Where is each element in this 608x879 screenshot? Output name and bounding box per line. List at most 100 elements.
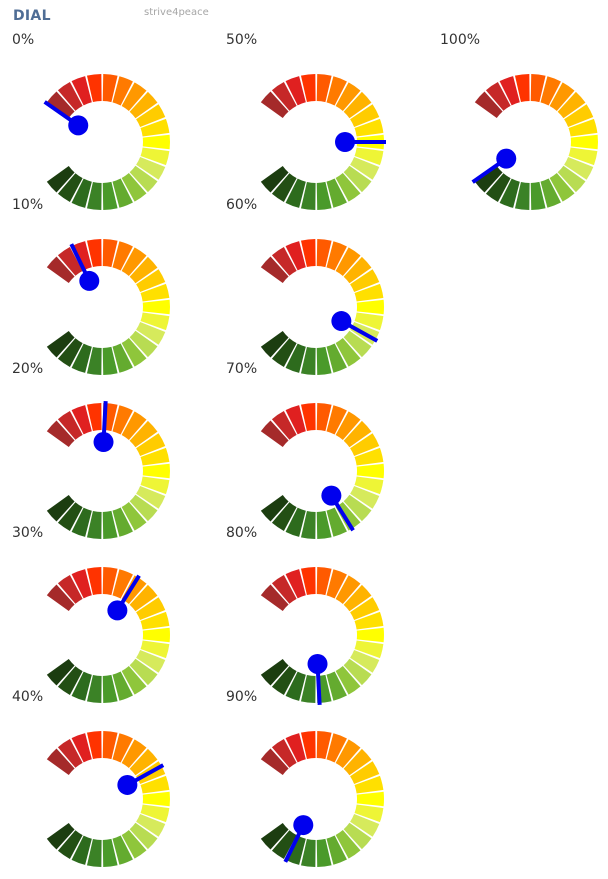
dial-segment: [136, 650, 166, 673]
dial-segment: [354, 640, 384, 659]
dial-segment: [271, 338, 297, 367]
dial-segment: [46, 658, 75, 686]
dial-gauge: [43, 74, 170, 210]
dial-segment: [350, 433, 380, 456]
dial-segment: [129, 165, 158, 193]
dial-gauge: [46, 567, 170, 703]
dial-segment: [271, 247, 297, 276]
dial-segment: [499, 178, 520, 208]
dial-gauge: [46, 731, 170, 867]
dial-segment: [57, 338, 83, 367]
dial-segment: [343, 91, 372, 119]
dial-segment: [140, 147, 170, 166]
dial-segment: [112, 507, 133, 537]
dial-segment: [71, 76, 92, 106]
dial-segment: [300, 181, 316, 210]
dial-segment: [356, 791, 384, 807]
dial-segment: [121, 411, 147, 440]
dial-segment: [350, 814, 380, 837]
dial-segment: [335, 173, 361, 202]
dial-segment: [285, 343, 306, 373]
dial-segment: [354, 476, 384, 495]
dial-segment: [343, 420, 372, 448]
dial-segment: [112, 178, 133, 208]
dial-segment: [129, 748, 158, 776]
dial-segment: [335, 338, 361, 367]
dial-segment: [71, 733, 92, 763]
dial-segment: [260, 165, 289, 193]
dial-segment: [549, 173, 575, 202]
dial-segment: [530, 181, 546, 210]
page-title: DIAL: [13, 8, 51, 24]
dial-gauge: [260, 567, 384, 706]
dial-segment: [474, 91, 503, 119]
dial-label: 100%: [440, 32, 481, 48]
dial-label: 60%: [226, 197, 258, 213]
dial-segment: [136, 433, 166, 456]
dial-segment: [86, 403, 102, 432]
dial-segment: [102, 731, 118, 760]
dial-segment: [285, 241, 306, 271]
credit-text: strive4peace: [144, 7, 209, 18]
dial-segment: [300, 403, 316, 432]
dial-segment: [354, 447, 384, 466]
dial-segment: [300, 731, 316, 760]
dial-segment: [271, 739, 297, 768]
dial-needle-hub: [79, 270, 100, 291]
dial-segment: [300, 567, 316, 596]
dial-segment: [71, 569, 92, 599]
dial-segment: [326, 178, 347, 208]
dial-segment: [71, 241, 92, 271]
dial-segment: [102, 181, 118, 210]
dial-segment: [326, 507, 347, 537]
dial-segment: [57, 575, 83, 604]
dial-segment: [326, 733, 347, 763]
dial-segment: [129, 658, 158, 686]
dial-segment: [350, 650, 380, 673]
dial-segment: [129, 330, 158, 358]
dial-segment: [102, 239, 118, 268]
dial-segment: [300, 346, 316, 375]
dial-segment: [140, 312, 170, 331]
dial-segment: [326, 405, 347, 435]
dial-segment: [57, 666, 83, 695]
dial-segment: [285, 507, 306, 537]
dial-segment: [46, 822, 75, 850]
dial-segment: [326, 241, 347, 271]
dial-segment: [136, 322, 166, 345]
dial-segment: [86, 674, 102, 703]
dial-segment: [356, 627, 384, 643]
dial-segment: [136, 157, 166, 180]
dial-segment: [316, 346, 332, 375]
dial-gauge: [260, 74, 386, 210]
dial-segment: [86, 731, 102, 760]
dial-segment: [57, 739, 83, 768]
dial-segment: [260, 420, 289, 448]
dial-segment: [46, 165, 75, 193]
dial-segment: [57, 411, 83, 440]
dial-segment: [57, 247, 83, 276]
dial-segment: [285, 671, 306, 701]
dial-segment: [285, 569, 306, 599]
dial-segment: [129, 91, 158, 119]
dial-segment: [300, 674, 316, 703]
dial-segment: [71, 178, 92, 208]
dial-segment: [260, 494, 289, 522]
dial-segment: [300, 74, 316, 103]
dial-needle-hub: [107, 600, 128, 621]
dial-label: 30%: [12, 525, 44, 541]
dial-label: 70%: [226, 361, 258, 377]
dial-segment: [129, 420, 158, 448]
dial-segment: [564, 157, 594, 180]
dial-segment: [316, 181, 332, 210]
dial-segment: [568, 118, 598, 137]
dial-segment: [142, 463, 170, 479]
dial-segment: [485, 173, 511, 202]
dial-segment: [112, 241, 133, 271]
dial-segment: [326, 569, 347, 599]
dial-segment: [300, 239, 316, 268]
dial-label: 20%: [12, 361, 44, 377]
dial-segment: [260, 658, 289, 686]
dial-segment: [540, 178, 561, 208]
dial-segment: [121, 338, 147, 367]
